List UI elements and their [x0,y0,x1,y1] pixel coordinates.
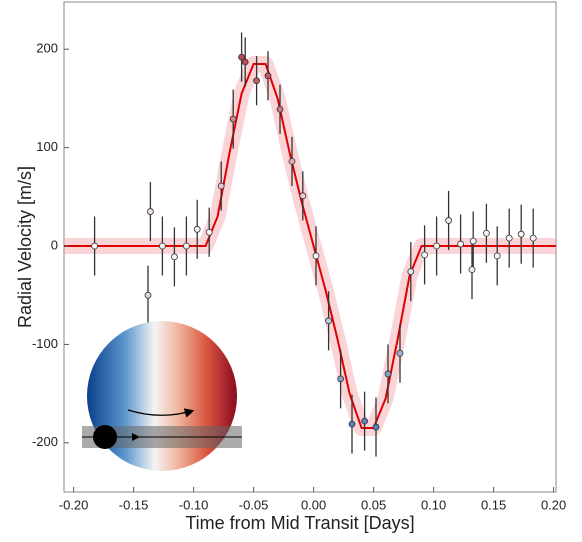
data-point [396,349,404,357]
data-point [421,251,429,259]
data-point [253,77,261,85]
data-point [182,242,190,250]
data-point [361,417,369,425]
x-tick-label: 0.05 [361,497,386,512]
data-point [529,234,537,242]
data-point [193,225,201,233]
data-point [146,208,154,215]
x-tick-label: -0.20 [59,497,89,512]
data-point [299,192,307,200]
y-tick-label: 100 [36,139,58,154]
data-point [312,252,320,260]
data-point [493,252,501,260]
data-point [469,237,477,245]
data-point [241,58,249,66]
data-point [205,228,213,236]
star-disk [87,321,237,471]
data-point [91,242,98,250]
data-point [264,72,272,80]
data-point [170,253,178,261]
x-tick-label: -0.15 [119,497,149,512]
y-tick-label: -200 [32,434,58,449]
data-point [372,423,380,431]
y-tick-label: 0 [51,237,58,252]
x-tick-label: 0.00 [301,497,326,512]
x-tick-label: 0.15 [481,497,506,512]
x-tick-label: -0.10 [179,497,209,512]
data-point [217,182,225,190]
data-point [325,317,333,325]
data-point [144,291,152,299]
data-point [276,105,284,113]
rotation-arrow [127,408,195,418]
x-tick-label: 0.20 [541,497,566,512]
data-point [445,217,453,224]
data-point [348,420,356,428]
data-point [288,157,296,165]
y-axis-label: Radial Velocity [m/s] [15,166,35,328]
x-tick-label: 0.10 [421,497,446,512]
data-point [505,234,513,242]
data-point [482,229,490,237]
data-point [433,242,441,250]
data-point [158,242,166,250]
data-point [407,268,415,275]
plot-area [64,32,556,457]
data-point [229,115,237,123]
data-point [384,370,392,378]
y-tick-label: 200 [36,41,58,56]
star-illustration [82,321,242,471]
data-point [457,240,465,248]
data-point [468,266,476,274]
data-point [517,230,525,238]
data-point [238,53,246,61]
y-tick-label: -100 [32,336,58,351]
data-point [337,375,345,383]
x-tick-label: -0.05 [239,497,269,512]
x-axis-label: Time from Mid Transit [Days] [185,513,414,533]
planet [93,425,117,449]
